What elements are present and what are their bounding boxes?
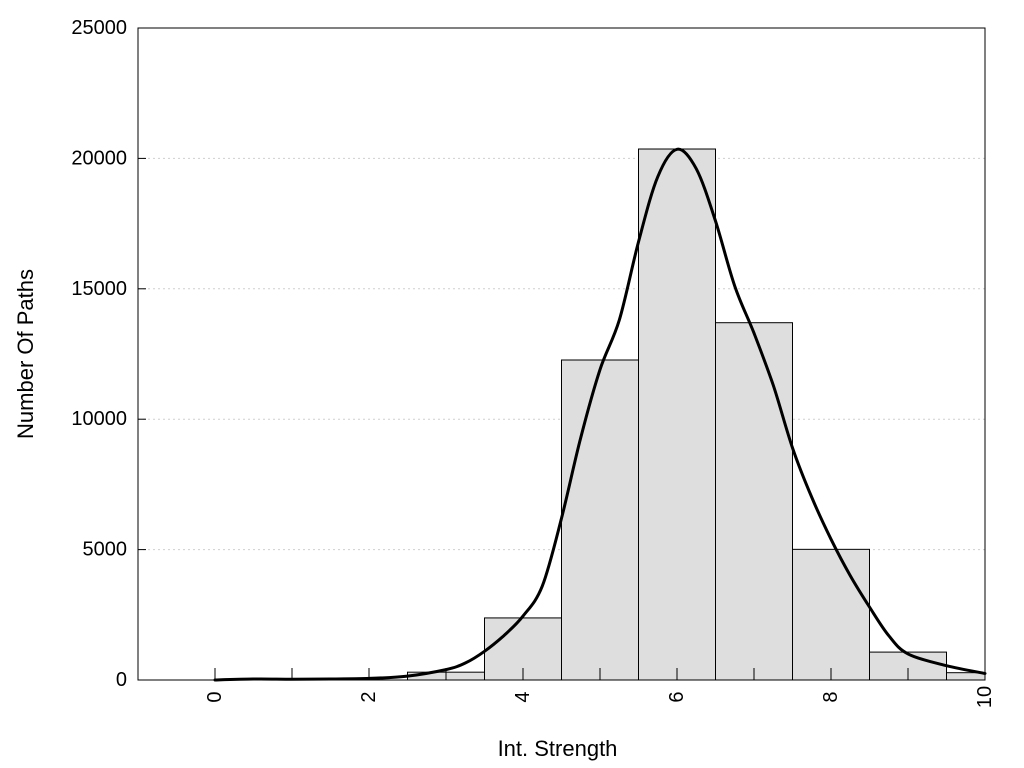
y-tick-label: 0 bbox=[116, 669, 127, 691]
x-tick-label: 4 bbox=[512, 691, 534, 702]
y-tick-label: 10000 bbox=[71, 408, 127, 430]
y-axis-label: Number Of Paths bbox=[13, 269, 38, 439]
x-axis-ticks: 0 2 4 6 8 10 bbox=[204, 668, 996, 708]
histogram-bar bbox=[715, 322, 793, 681]
x-tick-label: 0 bbox=[204, 691, 226, 702]
x-tick-label: 8 bbox=[820, 691, 842, 702]
x-axis-label: Int. Strength bbox=[498, 736, 618, 761]
y-tick-label: 15000 bbox=[71, 278, 127, 300]
density-curve bbox=[213, 147, 987, 682]
plot-frame bbox=[137, 27, 986, 681]
y-tick-label: 5000 bbox=[83, 539, 128, 561]
histogram-bar bbox=[561, 359, 639, 681]
x-tick-label: 10 bbox=[974, 686, 996, 708]
x-tick-label: 2 bbox=[358, 691, 380, 702]
y-tick-label: 20000 bbox=[71, 147, 127, 169]
y-axis-ticks: 0 5000 10000 15000 20000 25000 bbox=[71, 17, 146, 691]
y-tick-label: 25000 bbox=[71, 17, 127, 39]
histogram-bar bbox=[638, 148, 716, 681]
histogram-bars bbox=[407, 148, 986, 681]
x-tick-label: 6 bbox=[666, 691, 688, 702]
histogram-bar bbox=[792, 548, 870, 681]
